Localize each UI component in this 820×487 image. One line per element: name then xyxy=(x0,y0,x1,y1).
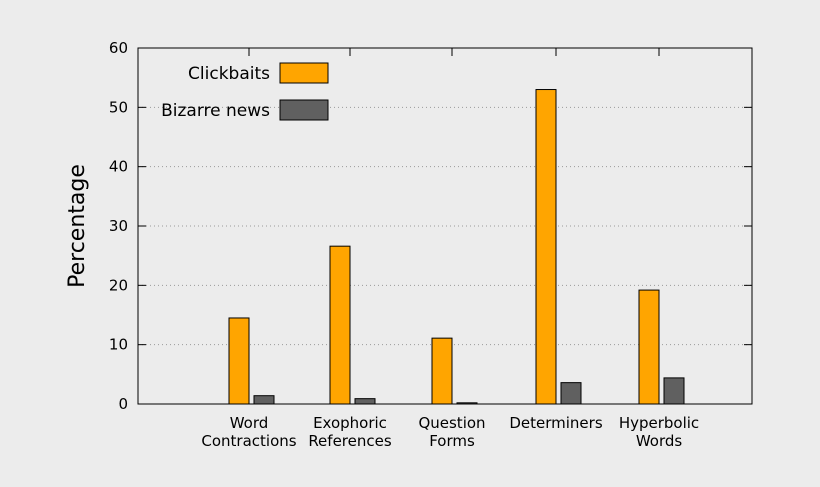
x-category-label: References xyxy=(308,432,392,450)
legend-swatch xyxy=(279,62,329,84)
y-tick-label: 20 xyxy=(109,276,128,294)
bar-bizarre-news xyxy=(354,398,376,405)
y-tick-label: 60 xyxy=(109,39,128,57)
bar-clickbaits xyxy=(431,337,453,405)
bar-bizarre-news xyxy=(560,382,582,405)
bar-bizarre-news xyxy=(253,395,275,405)
legend-label: Bizarre news xyxy=(161,101,270,121)
bar-bizarre-news xyxy=(663,377,685,405)
bar-clickbaits xyxy=(638,289,660,405)
plot-frame xyxy=(137,47,753,405)
y-tick-label: 30 xyxy=(109,217,128,235)
x-category-label: Word xyxy=(230,414,269,432)
y-axis-ticks: 0 10 20 30 40 50 60 xyxy=(109,39,752,413)
x-category-label: Contractions xyxy=(201,432,296,450)
bar-clickbaits xyxy=(535,89,557,405)
bar-clickbaits xyxy=(228,317,250,405)
y-tick-label: 0 xyxy=(118,395,128,413)
y-tick-label: 50 xyxy=(109,98,128,116)
x-category-label: Hyperbolic xyxy=(619,414,699,432)
legend-label: Clickbaits xyxy=(188,64,270,84)
x-category-label: Exophoric xyxy=(313,414,387,432)
x-category-label: Determiners xyxy=(509,414,602,432)
y-tick-label: 10 xyxy=(109,336,128,354)
legend: Clickbaits Bizarre news xyxy=(161,62,329,121)
y-axis-label: Percentage xyxy=(65,164,90,288)
x-category-label: Words xyxy=(636,432,683,450)
x-category-label: Forms xyxy=(429,432,475,450)
bar-clickbaits xyxy=(329,245,351,405)
y-tick-label: 40 xyxy=(109,158,128,176)
legend-swatch xyxy=(279,99,329,121)
bars xyxy=(228,89,685,405)
x-category-label: Question xyxy=(418,414,485,432)
